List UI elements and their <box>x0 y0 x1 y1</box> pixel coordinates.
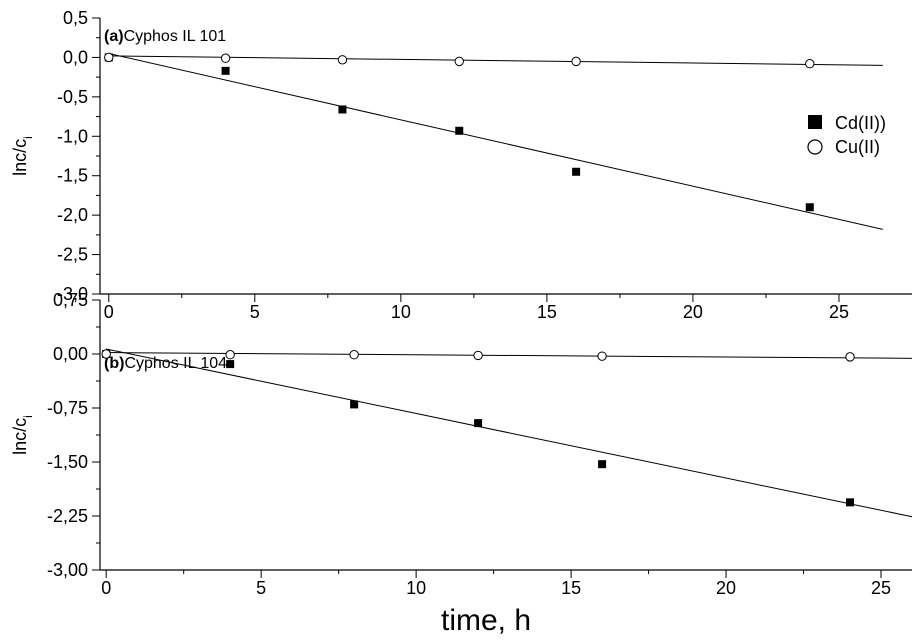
x-tick-label: 20 <box>683 302 703 322</box>
legend-marker-circle <box>807 139 823 155</box>
series-cd <box>102 348 913 518</box>
data-point-square <box>805 203 814 212</box>
y-axis-label-main: lnc/c <box>10 418 30 455</box>
data-point-circle <box>571 56 581 67</box>
y-tick-label: -1,5 <box>57 166 88 186</box>
x-axis-label: time, h <box>441 604 531 637</box>
data-point-circle <box>473 350 483 361</box>
data-point-circle <box>337 55 348 65</box>
y-tick-label: 0,5 <box>63 8 88 28</box>
y-tick-label: 0,00 <box>53 344 88 364</box>
x-tick-label: 25 <box>871 578 891 598</box>
series-cu <box>101 349 913 362</box>
series-cu <box>104 52 883 69</box>
data-point-square <box>846 498 855 507</box>
y-tick-label: -1,50 <box>47 452 88 472</box>
y-tick-label: -0,75 <box>47 398 88 418</box>
data-point-circle <box>101 349 111 359</box>
x-tick-label: 0 <box>101 578 111 598</box>
data-point-square <box>455 126 464 135</box>
y-tick-label: -0,5 <box>57 87 88 107</box>
y-axis-label-subscript: i <box>21 136 35 139</box>
y-axis-label-main: lnc/c <box>10 139 30 176</box>
panel-title: Cyphos IL 101 <box>124 28 227 45</box>
y-tick-label: -2,5 <box>57 245 88 265</box>
fit-line <box>106 352 913 359</box>
data-point-square <box>474 419 483 428</box>
chart-panel-b: 0,75 0,00 -0,75 -1,50 -2,25 -3,00 0 5 10 15 20 25 ln… <box>10 290 913 637</box>
y-tick-label: -2,0 <box>57 205 88 225</box>
data-point-circle <box>805 59 815 69</box>
data-point-circle <box>349 350 359 360</box>
chart-panel-a: 0,5 0,0 -0,5 -1,0 -1,5 -2,0 -2,5 -3,0 0 5 10 15 20 25… <box>10 8 912 322</box>
x-tick-label: 15 <box>561 578 581 598</box>
data-point-square <box>338 105 347 114</box>
fit-line <box>108 52 883 230</box>
y-tick-label: -3,00 <box>47 560 88 580</box>
data-point-square <box>598 460 607 469</box>
x-tick-label: 10 <box>391 302 411 322</box>
data-point-square <box>572 167 581 176</box>
data-point-square <box>221 66 230 75</box>
data-point-circle <box>597 351 607 361</box>
x-tick-label: 15 <box>537 302 557 322</box>
x-tick-label: 5 <box>250 302 260 322</box>
panel-letter: (a) <box>104 28 124 45</box>
data-point-square <box>350 400 359 409</box>
series-cd <box>104 52 883 230</box>
y-axis-label-subscript: i <box>21 415 35 418</box>
legend-label: Cu(II) <box>835 137 880 157</box>
data-point-circle <box>104 52 114 63</box>
legend-label: Cd(II)) <box>835 113 886 133</box>
panel-label: (a)Cyphos IL 101 <box>104 28 226 45</box>
legend: Cd(II)) Cu(II) <box>807 113 886 157</box>
fit-line <box>108 55 883 66</box>
y-axis-label: lnc/ci <box>10 415 35 455</box>
x-tick-label: 0 <box>104 302 114 322</box>
legend-marker-square <box>808 115 822 129</box>
data-point-circle <box>220 53 231 63</box>
y-tick-label: -3,0 <box>57 284 88 304</box>
data-point-circle <box>845 352 855 362</box>
y-tick-label: 0,75 <box>53 290 88 310</box>
y-axis-label: lnc/ci <box>10 136 35 176</box>
x-tick-label: 5 <box>256 578 266 598</box>
data-point-square <box>226 360 235 369</box>
x-tick-label: 20 <box>716 578 736 598</box>
x-tick-label: 10 <box>406 578 426 598</box>
panel-label: (b)Cyphos IL 104 <box>104 355 227 372</box>
fit-line <box>106 348 913 518</box>
data-point-circle <box>454 56 464 67</box>
y-tick-label: -1,0 <box>57 126 88 146</box>
y-tick-label: -2,25 <box>47 506 88 526</box>
y-tick-label: 0,0 <box>63 47 88 67</box>
panel-letter: (b) <box>104 355 124 372</box>
data-point-circle <box>225 350 235 360</box>
x-tick-label: 25 <box>829 302 849 322</box>
